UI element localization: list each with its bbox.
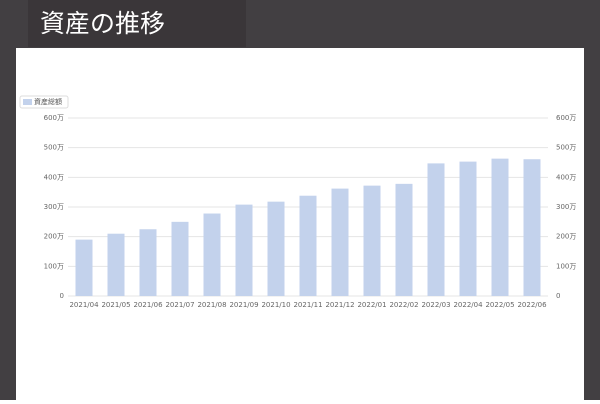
y-tick-label: 500万	[44, 144, 64, 152]
y-tick-label: 0	[60, 292, 64, 300]
legend-swatch	[23, 99, 32, 105]
left-border	[0, 0, 16, 400]
bar	[331, 188, 349, 296]
bar	[427, 163, 445, 296]
x-tick-label: 2022/05	[485, 301, 514, 309]
title-box	[28, 0, 246, 47]
x-tick-label: 2021/09	[229, 301, 258, 309]
x-tick-label: 2021/12	[325, 301, 354, 309]
bar	[363, 185, 381, 296]
y2-tick-label: 500万	[556, 144, 576, 152]
y-tick-label: 600万	[44, 114, 64, 122]
x-tick-label: 2021/10	[261, 301, 290, 309]
y2-tick-label: 400万	[556, 173, 576, 181]
bar	[171, 221, 189, 296]
bar	[75, 239, 93, 296]
bar	[267, 201, 285, 296]
bar	[523, 159, 541, 296]
x-tick-label: 2022/06	[517, 301, 547, 309]
y2-tick-label: 200万	[556, 233, 576, 241]
title: 資産の推移	[40, 9, 165, 38]
y-tick-label: 300万	[44, 203, 64, 211]
y-tick-label: 200万	[44, 233, 64, 241]
x-tick-label: 2022/03	[421, 301, 450, 309]
bar	[139, 229, 157, 296]
y2-tick-label: 600万	[556, 114, 576, 122]
x-tick-label: 2021/07	[165, 301, 194, 309]
x-tick-label: 2021/11	[293, 301, 322, 309]
bar	[491, 158, 509, 296]
bar	[107, 233, 125, 296]
x-tick-label: 2021/05	[101, 301, 130, 309]
right-border	[584, 0, 600, 400]
x-tick-label: 2021/06	[133, 301, 163, 309]
x-tick-label: 2022/02	[389, 301, 418, 309]
bar	[203, 213, 221, 296]
x-tick-label: 2021/08	[197, 301, 226, 309]
y-tick-label: 400万	[44, 173, 64, 181]
x-tick-label: 2021/04	[69, 301, 99, 309]
bar	[299, 195, 317, 296]
bar	[395, 183, 413, 296]
y2-tick-label: 0	[556, 292, 560, 300]
y-tick-label: 100万	[44, 262, 64, 270]
y2-tick-label: 100万	[556, 262, 576, 270]
x-tick-label: 2022/01	[357, 301, 386, 309]
y2-tick-label: 300万	[556, 203, 576, 211]
bar	[459, 161, 477, 296]
x-tick-label: 2022/04	[453, 301, 483, 309]
legend-label: 資産総額	[34, 97, 62, 106]
bar	[235, 204, 253, 296]
